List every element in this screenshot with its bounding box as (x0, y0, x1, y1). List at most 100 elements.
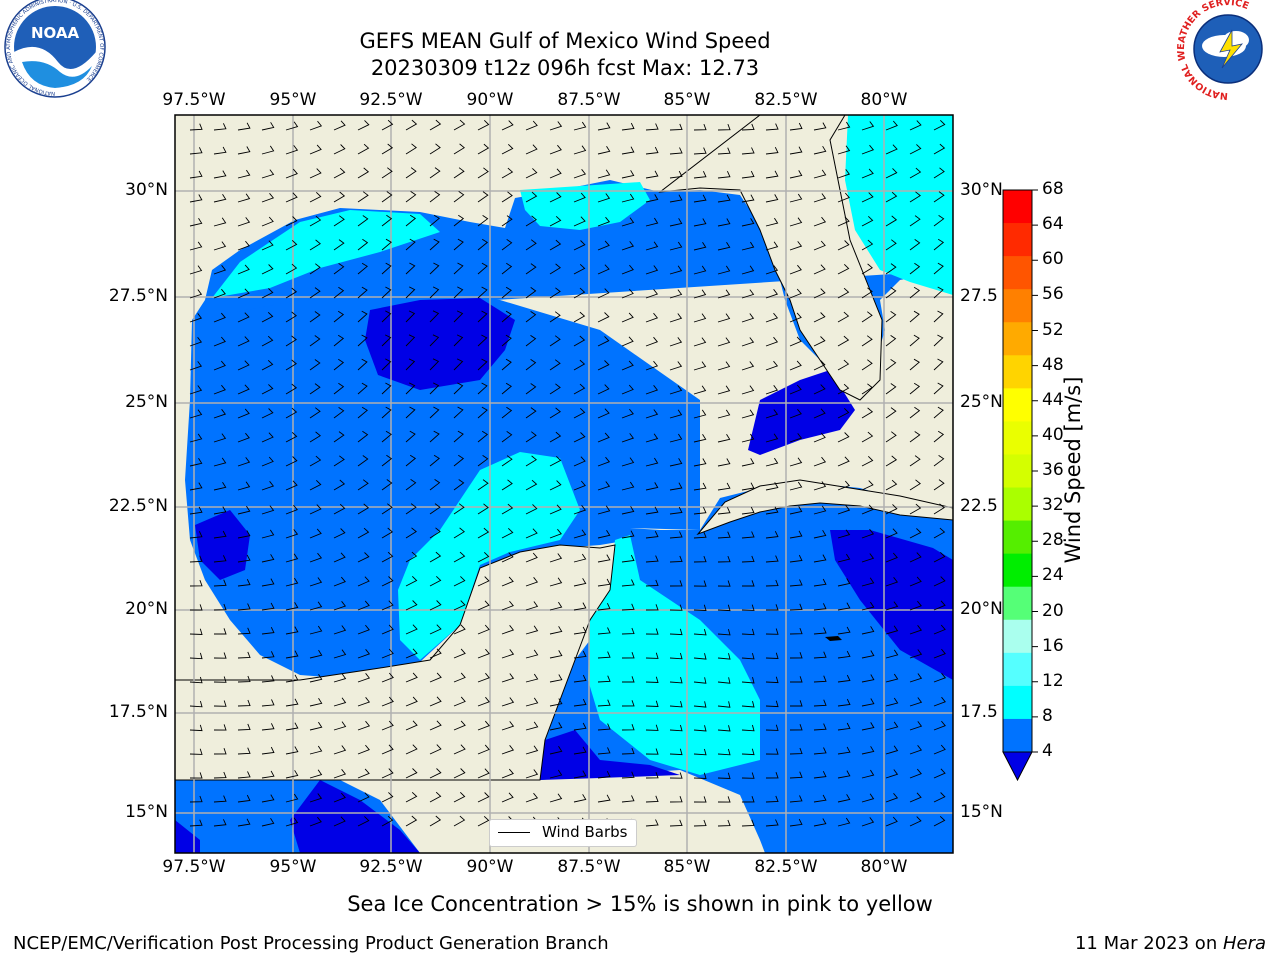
wind-barb (453, 600, 466, 611)
wind-barb (357, 816, 370, 827)
wind-barb (453, 119, 466, 131)
wind-barb (453, 815, 466, 827)
wind-barb (285, 311, 297, 323)
wind-barb (909, 528, 922, 539)
wind-barb (501, 191, 513, 203)
wind-barb (237, 723, 251, 731)
wind-barb (261, 529, 275, 539)
wind-barb (525, 383, 537, 395)
wind-barb (213, 819, 227, 827)
wind-barb (573, 529, 587, 539)
wind-barb (357, 673, 371, 683)
wind-barb (765, 555, 779, 563)
wind-barb (789, 771, 803, 779)
wind-barb (933, 455, 945, 467)
wind-barb (573, 480, 586, 491)
colorbar-tick-label: 16 (1042, 635, 1064, 656)
wind-barb (309, 745, 323, 755)
wind-barb (573, 698, 587, 707)
wind-barb (309, 215, 322, 227)
wind-barb (813, 145, 827, 155)
wind-barb (573, 407, 586, 419)
wind-barb (885, 793, 899, 803)
jamaica (825, 636, 842, 641)
wind-barb (189, 457, 203, 467)
wind-barb (837, 456, 850, 467)
nws-logo: NATIONAL WEATHER SERVICE (1176, 0, 1276, 101)
wind-barb (813, 794, 827, 803)
wind-barb (237, 651, 251, 659)
wind-barb (525, 552, 538, 563)
wind-barb (525, 311, 537, 323)
wind-barb (501, 120, 514, 131)
wind-barb (669, 652, 683, 660)
wind-barb (549, 287, 561, 299)
wind-barb (525, 287, 537, 299)
wind-barb (237, 360, 250, 371)
wind-barb (885, 191, 898, 203)
colorbar-tick-label: 52 (1042, 319, 1064, 340)
wind-barb (525, 625, 539, 635)
wind-barb (933, 527, 946, 539)
wind-barb (525, 407, 537, 419)
wind-barb (237, 579, 251, 587)
wind-barb (621, 241, 635, 251)
wind-barb (645, 795, 659, 803)
wind-barb (285, 722, 299, 731)
wind-barb (429, 334, 440, 347)
wind-barb (309, 793, 323, 803)
wind-barb (261, 456, 274, 467)
wind-barb (861, 287, 873, 299)
wind-barb (645, 772, 659, 779)
wind-barb (357, 720, 371, 731)
wind-barb (789, 603, 803, 611)
wind-barb (405, 454, 417, 467)
wind-barb (549, 601, 563, 611)
wind-barb (309, 120, 323, 131)
wind-barb (933, 479, 945, 491)
wind-barb (453, 214, 465, 227)
calm-florida-straits (748, 370, 855, 455)
calm-honduras (540, 730, 680, 780)
wind-barb (285, 456, 298, 467)
wind-barb (909, 286, 921, 299)
wind-barb (693, 241, 707, 251)
lat-tick-left: 17.5°N (108, 702, 168, 722)
wind-barb (909, 768, 922, 779)
wind-barb (693, 628, 707, 636)
wind-barb (381, 358, 392, 371)
wind-barb (309, 649, 323, 659)
wind-barb (741, 458, 755, 467)
wind-barb (501, 310, 512, 323)
wind-barb (573, 432, 586, 443)
wind-barb (477, 286, 488, 299)
wind-barb (453, 454, 465, 467)
wind-barb (573, 263, 586, 275)
wind-barb (861, 144, 875, 155)
wind-barb (429, 143, 441, 155)
wind-barb (453, 791, 466, 803)
wind-barb (717, 433, 731, 443)
wind-barb (885, 816, 898, 827)
wind-barb (309, 168, 322, 179)
wind-barb (645, 482, 659, 491)
wind-barb (741, 772, 755, 779)
wind-barb (501, 286, 512, 299)
wind-barb (525, 479, 538, 491)
wind-barb (621, 747, 635, 755)
wind-barb (742, 580, 755, 587)
wind-barb (789, 481, 803, 491)
cuba (696, 479, 953, 536)
wind-barb (837, 263, 850, 275)
wind-barb (309, 528, 322, 539)
colorbar-tick-label: 24 (1042, 565, 1064, 586)
wind-barb (501, 721, 515, 731)
wind-barb (333, 239, 345, 251)
wind-barb (741, 796, 755, 803)
wind-barb (669, 482, 683, 491)
wind-barb (621, 288, 634, 299)
wind-barb (645, 360, 659, 371)
wind-barb (237, 432, 250, 443)
wind-barb (357, 215, 369, 227)
wind-barb (837, 529, 851, 539)
